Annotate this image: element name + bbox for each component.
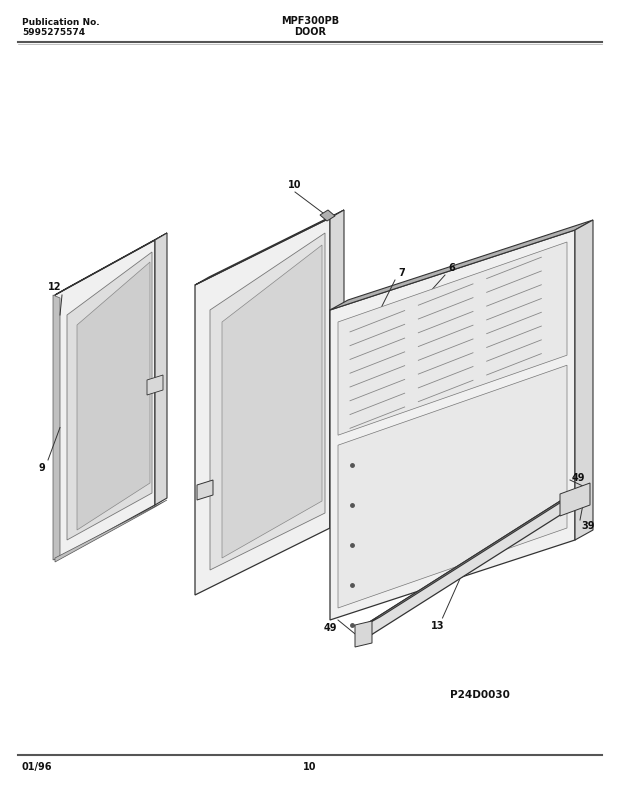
Polygon shape [575, 220, 593, 540]
Text: 10: 10 [288, 180, 302, 190]
Text: 12: 12 [48, 282, 62, 292]
Polygon shape [320, 210, 335, 221]
Polygon shape [565, 487, 585, 512]
Text: 7: 7 [399, 268, 405, 278]
Polygon shape [560, 483, 590, 516]
Polygon shape [55, 240, 155, 560]
Polygon shape [147, 375, 163, 395]
Text: 49: 49 [571, 473, 585, 483]
Polygon shape [67, 252, 152, 540]
Polygon shape [53, 295, 60, 560]
Text: 5995275574: 5995275574 [22, 28, 85, 37]
Text: 13: 13 [431, 621, 445, 631]
Text: 01/96: 01/96 [22, 762, 53, 772]
Text: DOOR: DOOR [294, 27, 326, 37]
Polygon shape [360, 498, 565, 642]
Text: 9: 9 [38, 463, 45, 473]
Polygon shape [155, 233, 167, 505]
Polygon shape [360, 487, 585, 628]
Polygon shape [55, 233, 167, 295]
Text: 39: 39 [582, 521, 595, 531]
Polygon shape [210, 233, 325, 570]
Polygon shape [355, 621, 372, 647]
Polygon shape [195, 210, 344, 285]
Polygon shape [330, 220, 593, 310]
Polygon shape [222, 245, 322, 558]
Text: 6: 6 [449, 263, 455, 273]
Text: 49: 49 [323, 623, 337, 633]
Polygon shape [330, 230, 575, 620]
Polygon shape [195, 218, 330, 595]
Text: MPF300PB: MPF300PB [281, 16, 339, 26]
Polygon shape [338, 365, 567, 608]
Text: Publication No.: Publication No. [22, 18, 100, 27]
Polygon shape [338, 242, 567, 435]
Polygon shape [197, 480, 213, 500]
Text: P24D0030: P24D0030 [450, 690, 510, 700]
Text: 10: 10 [303, 762, 317, 772]
Polygon shape [330, 210, 344, 528]
Polygon shape [77, 262, 150, 530]
Polygon shape [55, 500, 167, 562]
